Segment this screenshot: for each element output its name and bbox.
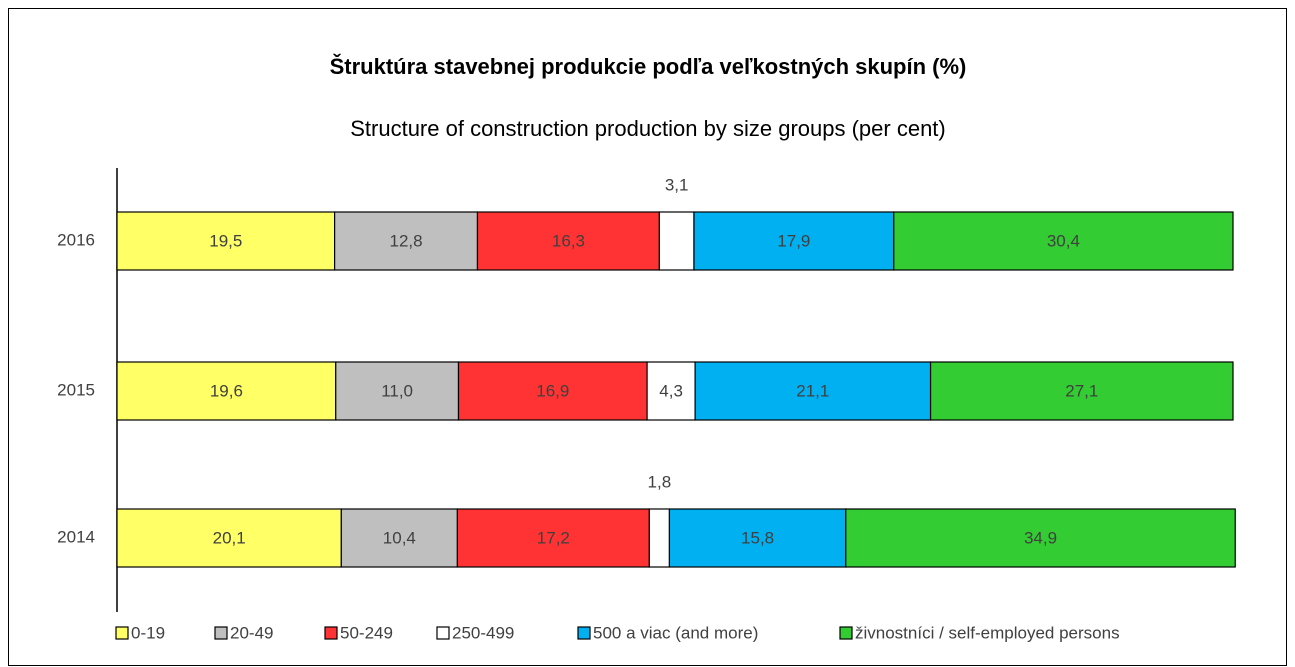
bar-segment: [646, 361, 696, 421]
y-tick-label: 2014: [57, 527, 95, 546]
bar-segment: [648, 508, 671, 568]
data-label: 34,9: [1024, 528, 1057, 547]
bar-segment: [845, 508, 1236, 568]
data-label: 17,2: [537, 528, 570, 547]
bar-segment: [457, 361, 648, 421]
bar-segment: [340, 508, 458, 568]
data-label: 20,1: [213, 528, 246, 547]
y-tick-label: 2016: [57, 230, 95, 249]
bar-segment: [116, 211, 336, 271]
data-label: 17,9: [777, 231, 810, 250]
bar-segment: [694, 361, 932, 421]
legend-swatch: [839, 626, 853, 640]
chart-subtitle: Structure of construction production by …: [350, 116, 946, 141]
data-label: 21,1: [796, 381, 829, 400]
data-label: 10,4: [383, 528, 416, 547]
data-label: 16,9: [536, 381, 569, 400]
bar-segment: [668, 508, 847, 568]
legend-label: živnostníci / self-employed persons: [855, 623, 1120, 642]
chart-title: Štruktúra stavebnej produkcie podľa veľk…: [330, 54, 967, 79]
legend-label: 500 a viac (and more): [593, 623, 758, 642]
data-label: 12,8: [389, 231, 422, 250]
data-label: 19,5: [209, 231, 242, 250]
data-label: 27,1: [1065, 381, 1098, 400]
legend-swatch: [577, 626, 591, 640]
legend-swatch: [115, 626, 129, 640]
data-label: 4,3: [659, 381, 683, 400]
legend-swatch: [436, 626, 450, 640]
bar-segment: [893, 211, 1234, 271]
data-label: 1,8: [648, 472, 672, 491]
bar-segment: [334, 211, 479, 271]
data-label: 11,0: [381, 381, 413, 400]
bar-segment: [116, 508, 342, 568]
data-label: 16,3: [552, 231, 585, 250]
y-tick-label: 2015: [57, 380, 95, 399]
data-label: 19,6: [210, 381, 243, 400]
legend-label: 50-249: [340, 623, 393, 642]
legend-label: 250-499: [452, 623, 514, 642]
data-label: 15,8: [741, 528, 774, 547]
legend-label: 20-49: [230, 623, 273, 642]
data-label: 3,1: [665, 175, 689, 194]
legend-swatch: [324, 626, 338, 640]
data-label: 30,4: [1047, 231, 1080, 250]
bar-segment: [658, 211, 695, 271]
legend-label: 0-19: [131, 623, 165, 642]
bar-segment: [456, 508, 650, 568]
legend-swatch: [214, 626, 228, 640]
bar-segment: [929, 361, 1234, 421]
